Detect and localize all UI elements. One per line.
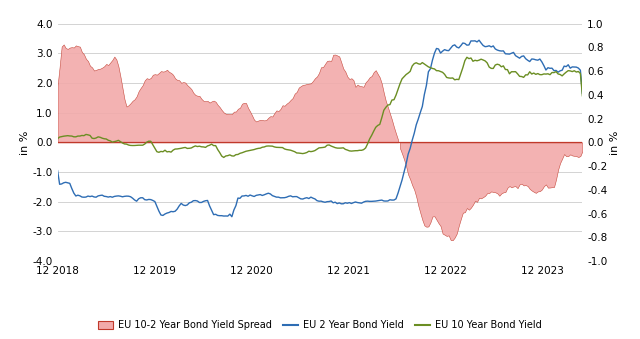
Y-axis label: in %: in % bbox=[611, 130, 620, 155]
Legend: EU 10-2 Year Bond Yield Spread, EU 2 Year Bond Yield, EU 10 Year Bond Yield: EU 10-2 Year Bond Yield Spread, EU 2 Yea… bbox=[95, 316, 545, 334]
Y-axis label: in %: in % bbox=[20, 130, 29, 155]
